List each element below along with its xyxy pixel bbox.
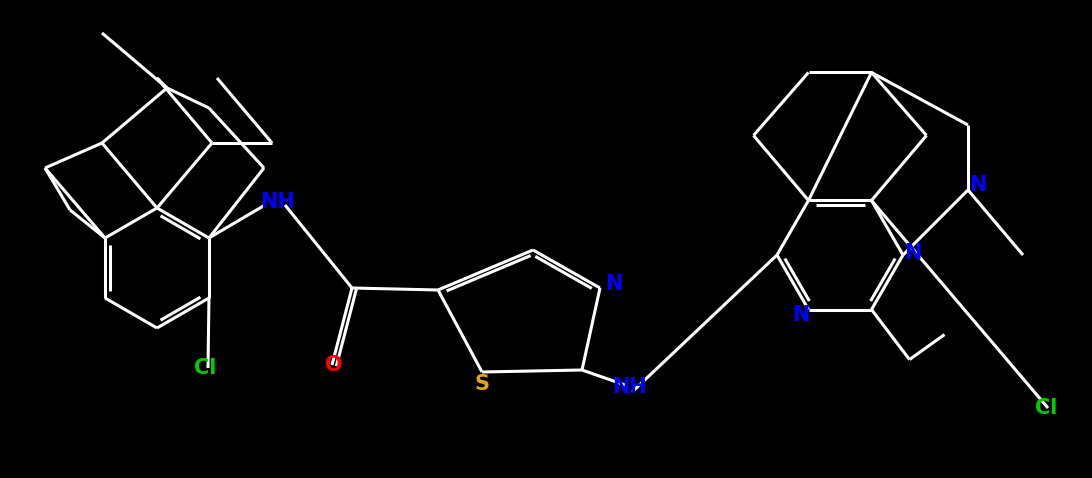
Text: N: N [792, 304, 809, 325]
Text: O: O [325, 355, 343, 375]
Text: NH: NH [613, 377, 648, 397]
Text: S: S [475, 374, 489, 394]
Text: Cl: Cl [1035, 398, 1057, 418]
Text: NH: NH [261, 192, 295, 212]
Text: Cl: Cl [193, 358, 216, 378]
Text: N: N [605, 274, 622, 294]
Text: N: N [970, 175, 987, 195]
Text: N: N [904, 243, 922, 263]
